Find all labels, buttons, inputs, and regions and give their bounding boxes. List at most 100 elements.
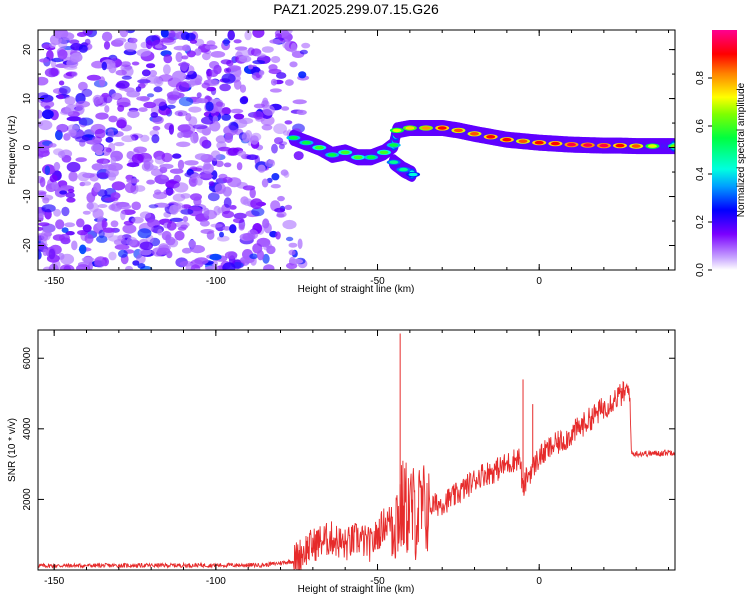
noise-blob [116,97,131,108]
noise-blob [99,76,106,87]
noise-blob [180,31,190,41]
bottom-xtick-label: -150 [44,576,64,587]
noise-blob [249,253,258,260]
noise-blob [139,248,152,256]
noise-blob [43,266,53,270]
noise-blob [122,224,137,234]
colorbar-tick-label: 0.2 [695,215,706,229]
noise-blob [278,143,285,150]
noise-blob [88,202,99,213]
noise-blob [271,173,280,181]
noise-blob [169,204,179,215]
noise-blob [288,242,298,248]
top-xtick-label: -100 [206,276,226,287]
noise-blob [95,112,109,120]
noise-blob [192,124,208,130]
noise-blob [296,109,307,115]
noise-blob [67,124,80,133]
noise-blob [82,30,93,36]
noise-blob [137,263,146,269]
top-xtick-label: -50 [370,276,385,287]
signal-track-peak [599,143,609,148]
noise-blob [177,226,187,231]
noise-blob [59,190,67,195]
noise-blob [165,236,176,246]
plot-frame-top [37,29,676,271]
noise-blob [282,130,289,136]
noise-blob [39,177,46,188]
noise-blob [241,132,251,143]
noise-blob [222,176,233,183]
noise-blob [271,143,278,154]
signal-track [286,120,675,182]
noise-blob [292,99,307,105]
noise-blob [136,96,151,101]
noise-blob [38,145,48,152]
noise-blob [67,188,75,194]
noise-blob [207,192,220,202]
noise-blob [64,96,76,106]
noise-blob [49,143,57,148]
noise-blob [184,160,199,166]
noise-blob [102,227,115,233]
noise-blob [59,85,71,95]
noise-blob [81,88,93,97]
noise-blob [38,120,53,131]
noise-blob [126,162,140,168]
noise-blob [275,231,281,240]
noise-blob [190,245,206,254]
noise-blob [59,233,70,242]
noise-blob [211,170,218,180]
noise-blob [152,116,164,124]
noise-blob [42,109,54,120]
noise-blob [119,30,129,38]
noise-blob [257,164,266,173]
noise-blob [206,40,216,47]
noise-blob [229,224,237,234]
noise-blob [209,253,222,261]
noise-blob [248,64,254,70]
noise-blob [116,80,130,89]
noise-blob [166,221,177,231]
noise-blob [91,143,104,153]
noise-blob [190,173,202,179]
noise-blob [222,262,236,270]
noise-blob [163,64,171,75]
noise-blob [276,211,287,218]
noise-blob [114,37,127,44]
noise-blob [126,178,140,184]
noise-blob [38,250,42,260]
noise-blob [177,111,183,117]
noise-blob [253,103,265,109]
noise-blob [139,211,152,219]
noise-blob [135,86,142,92]
noise-blob [61,227,69,233]
signal-track-peak [421,126,431,130]
noise-blob [233,79,242,90]
noise-blob [71,240,78,251]
noise-blob [262,218,270,229]
signal-branch-peak [398,167,408,172]
colorbar-tick-label: 0.0 [695,263,706,277]
noise-blob [223,162,232,168]
noise-blob [277,195,285,202]
noise-blob [107,128,114,140]
chart-title: PAZ1.2025.299.07.15.G26 [273,1,439,17]
noise-blob [169,168,184,174]
noise-blob [228,121,239,131]
noise-blob [108,251,117,261]
noise-blob [68,39,80,44]
noise-blob [152,125,161,131]
noise-blob [246,154,258,160]
noise-blob [136,48,151,57]
noise-blob [167,94,180,101]
noise-blob [53,161,61,171]
noise-blob [174,230,185,241]
noise-blob [281,106,290,111]
noise-blob [188,176,198,187]
noise-blob [104,197,119,202]
signal-track-peak [567,142,576,147]
noise-blob [65,192,76,199]
signal-track-peak [314,145,324,150]
noise-blob [110,220,119,228]
